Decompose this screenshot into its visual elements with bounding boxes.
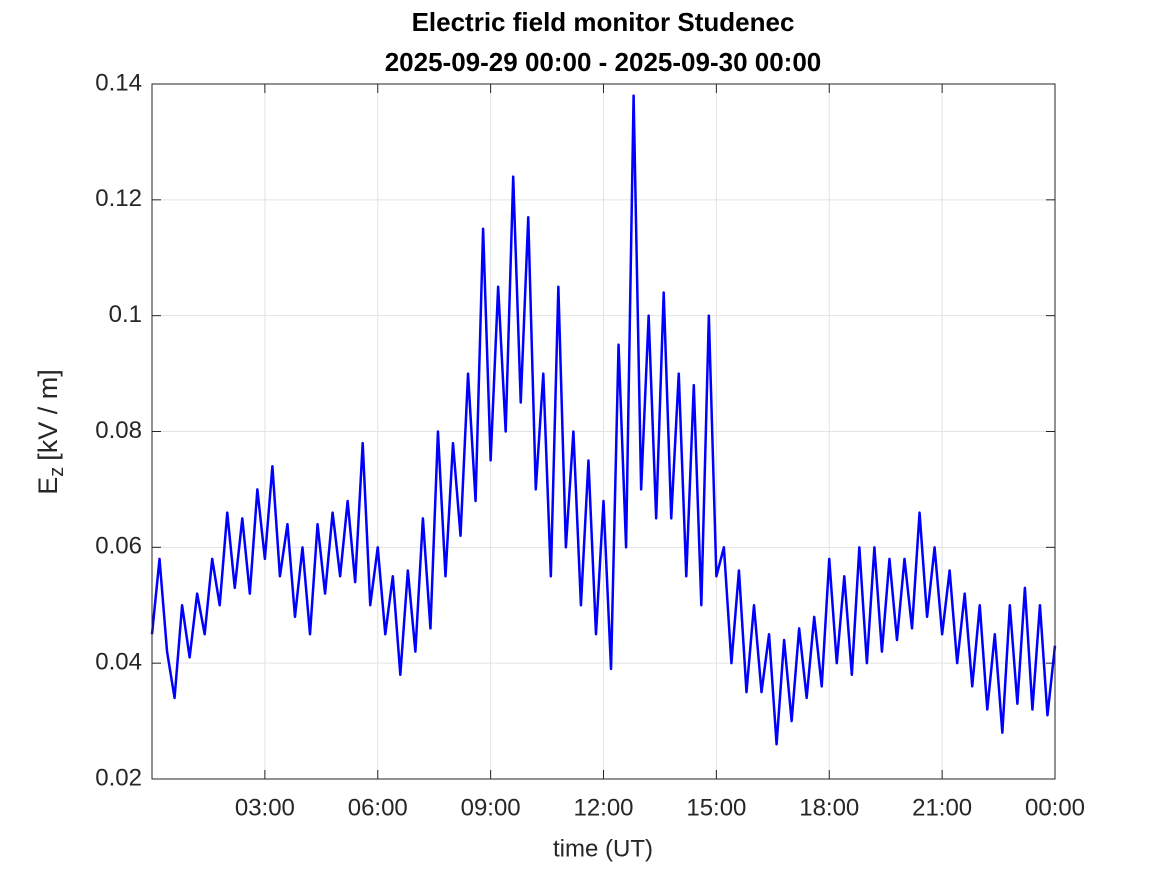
plot-frame bbox=[151, 83, 1056, 780]
x-tick-label: 06:00 bbox=[348, 794, 408, 821]
x-tick-label: 03:00 bbox=[235, 794, 295, 821]
x-tick-label: 09:00 bbox=[461, 794, 521, 821]
y-axis-label: Ez [kV / m] bbox=[33, 369, 68, 495]
y-label-sub: z bbox=[46, 467, 68, 477]
y-tick-label: 0.08 bbox=[95, 417, 142, 444]
chart-title: Electric field monitor Studenec bbox=[412, 7, 795, 37]
x-tick-label: 15:00 bbox=[686, 794, 746, 821]
y-label-main: E bbox=[33, 477, 63, 495]
y-tick-label: 0.04 bbox=[95, 649, 142, 676]
x-tick-label: 18:00 bbox=[799, 794, 859, 821]
x-axis-label: time (UT) bbox=[553, 835, 653, 862]
y-tick-label: 0.02 bbox=[95, 764, 142, 791]
y-tick-label: 0.14 bbox=[95, 69, 142, 96]
chart-subtitle: 2025-09-29 00:00 - 2025-09-30 00:00 bbox=[385, 47, 822, 77]
y-tick-label: 0.1 bbox=[109, 301, 142, 328]
x-tick-label: 00:00 bbox=[1025, 794, 1085, 821]
y-label-unit: [kV / m] bbox=[33, 369, 63, 461]
y-tick-label: 0.12 bbox=[95, 185, 142, 212]
data-line bbox=[150, 94, 1057, 746]
y-tick-label: 0.06 bbox=[95, 533, 142, 560]
x-tick-label: 12:00 bbox=[573, 794, 633, 821]
x-tick-label: 21:00 bbox=[912, 794, 972, 821]
